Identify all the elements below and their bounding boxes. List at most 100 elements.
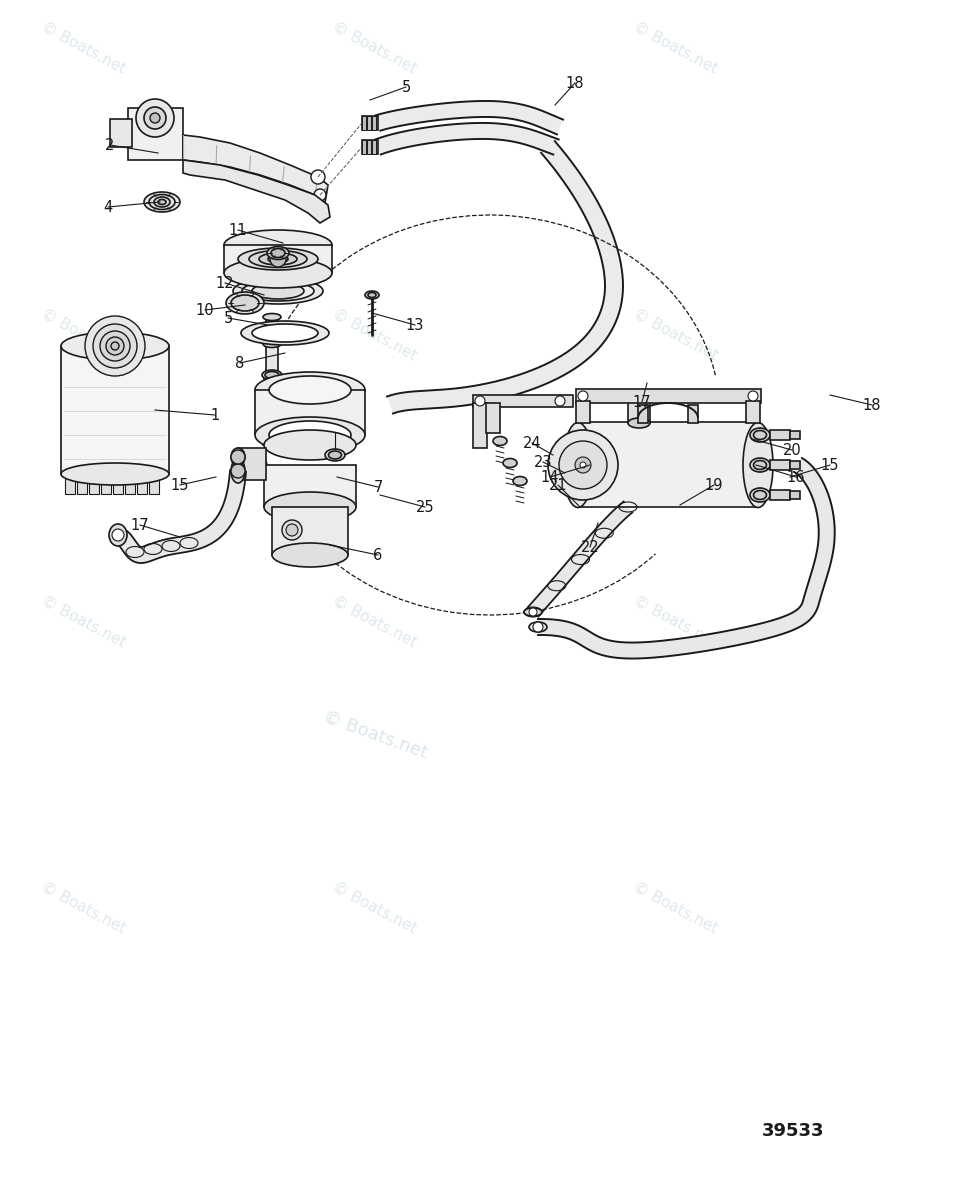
Bar — [746, 402, 760, 423]
Ellipse shape — [231, 448, 245, 466]
Text: 6: 6 — [374, 547, 383, 563]
Text: 15: 15 — [171, 478, 189, 492]
Circle shape — [475, 396, 485, 406]
Ellipse shape — [750, 458, 770, 472]
Ellipse shape — [264, 399, 280, 405]
Text: 39533: 39533 — [762, 1122, 824, 1140]
Ellipse shape — [252, 324, 318, 342]
Ellipse shape — [61, 462, 169, 485]
Ellipse shape — [753, 490, 766, 500]
Ellipse shape — [267, 246, 289, 259]
Circle shape — [529, 608, 537, 615]
Ellipse shape — [325, 449, 345, 461]
Ellipse shape — [255, 417, 365, 453]
Ellipse shape — [231, 295, 259, 311]
Ellipse shape — [264, 430, 356, 460]
Bar — [266, 315, 278, 415]
Bar — [790, 431, 800, 439]
Bar — [264, 465, 356, 507]
Circle shape — [748, 391, 758, 402]
Text: 14: 14 — [541, 470, 559, 484]
Polygon shape — [115, 471, 246, 563]
Text: © Boats.net: © Boats.net — [330, 593, 419, 650]
Ellipse shape — [252, 283, 304, 299]
Ellipse shape — [272, 543, 348, 566]
Ellipse shape — [265, 372, 279, 379]
Ellipse shape — [61, 332, 169, 360]
Ellipse shape — [263, 323, 281, 330]
Text: © Boats.net: © Boats.net — [330, 880, 419, 937]
Text: © Boats.net: © Boats.net — [631, 593, 720, 650]
Text: 18: 18 — [863, 398, 882, 412]
Circle shape — [111, 342, 119, 350]
Ellipse shape — [264, 375, 280, 381]
Bar — [77, 472, 87, 494]
Text: © Boats.net: © Boats.net — [631, 306, 720, 363]
Ellipse shape — [269, 376, 351, 404]
Text: © Boats.net: © Boats.net — [631, 19, 720, 76]
Text: 25: 25 — [416, 500, 434, 515]
Ellipse shape — [263, 331, 281, 338]
Circle shape — [286, 523, 298, 537]
Text: 15: 15 — [820, 458, 839, 472]
Circle shape — [144, 108, 166, 129]
Polygon shape — [538, 458, 835, 658]
Ellipse shape — [524, 608, 542, 615]
Text: 17: 17 — [131, 517, 150, 533]
Ellipse shape — [368, 293, 376, 298]
Ellipse shape — [264, 407, 280, 413]
Polygon shape — [183, 160, 330, 223]
Ellipse shape — [750, 428, 770, 442]
Text: © Boats.net: © Boats.net — [330, 19, 419, 76]
Circle shape — [231, 464, 245, 478]
Text: 20: 20 — [783, 442, 801, 458]
Ellipse shape — [493, 436, 507, 446]
Text: 19: 19 — [705, 478, 723, 492]
Bar — [688, 405, 698, 423]
Bar — [61, 347, 169, 474]
Bar — [770, 460, 790, 470]
Circle shape — [578, 391, 588, 402]
Circle shape — [93, 324, 137, 368]
Ellipse shape — [264, 492, 356, 522]
Text: 12: 12 — [216, 276, 234, 290]
Circle shape — [575, 456, 591, 473]
Text: 5: 5 — [401, 80, 411, 94]
Circle shape — [559, 441, 607, 489]
Text: 23: 23 — [534, 454, 552, 470]
Bar — [790, 491, 800, 500]
Bar — [576, 390, 761, 403]
Circle shape — [580, 462, 586, 468]
Circle shape — [106, 337, 124, 355]
Bar — [770, 490, 790, 500]
Ellipse shape — [563, 423, 593, 508]
Bar — [576, 402, 590, 423]
Bar — [362, 116, 378, 130]
Bar — [367, 116, 371, 130]
Circle shape — [150, 114, 160, 123]
Text: © Boats.net: © Boats.net — [320, 707, 430, 762]
Ellipse shape — [226, 292, 264, 314]
Bar — [372, 116, 376, 130]
Polygon shape — [375, 123, 558, 154]
Text: 21: 21 — [549, 478, 567, 492]
Circle shape — [100, 331, 130, 361]
Text: © Boats.net: © Boats.net — [39, 880, 128, 937]
Ellipse shape — [231, 459, 245, 483]
Text: 22: 22 — [581, 539, 599, 554]
Text: 13: 13 — [406, 318, 424, 332]
Ellipse shape — [271, 249, 285, 257]
Ellipse shape — [158, 200, 166, 204]
Ellipse shape — [264, 391, 280, 397]
Polygon shape — [527, 502, 632, 617]
Ellipse shape — [144, 192, 180, 212]
Text: © Boats.net: © Boats.net — [631, 880, 720, 937]
Ellipse shape — [263, 313, 281, 320]
Ellipse shape — [109, 523, 127, 546]
Circle shape — [136, 99, 174, 137]
Polygon shape — [376, 100, 563, 134]
Ellipse shape — [241, 321, 329, 345]
Ellipse shape — [750, 488, 770, 502]
Bar — [113, 472, 123, 494]
Text: 2: 2 — [105, 137, 115, 153]
